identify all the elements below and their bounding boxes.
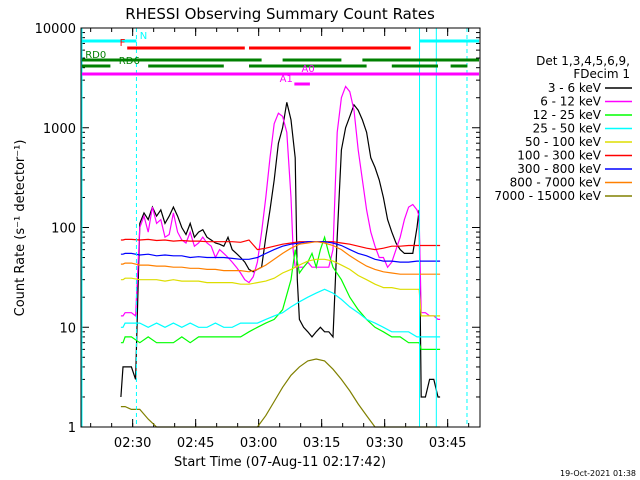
legend-entry-label: 7000 - 15000 keV bbox=[494, 189, 601, 203]
legend-entry-label: 100 - 300 keV bbox=[517, 149, 601, 163]
legend-entry-label: 25 - 50 keV bbox=[533, 122, 602, 136]
x-tick-label: 03:15 bbox=[303, 436, 340, 451]
x-tick-label: 03:00 bbox=[240, 436, 277, 451]
legend-header-line: Det 1,3,4,5,6,9, bbox=[536, 54, 630, 68]
state-label: RD0 bbox=[85, 50, 106, 61]
state-label: A1 bbox=[280, 74, 293, 85]
legend-entry-label: 800 - 7000 keV bbox=[510, 176, 602, 190]
x-tick-label: 02:45 bbox=[177, 436, 214, 451]
y-tick-labels: 1 10 100 1000 10000 bbox=[35, 22, 76, 436]
x-tick-label: 03:45 bbox=[429, 436, 466, 451]
plot-lines bbox=[120, 85, 441, 428]
y-tick-label: 10000 bbox=[35, 22, 76, 37]
state-label: A0 bbox=[302, 64, 315, 75]
series-line bbox=[120, 85, 441, 320]
series-line bbox=[120, 238, 441, 251]
x-tick-labels: 02:30 02:45 03:00 03:15 03:30 03:45 bbox=[114, 436, 466, 451]
series-line bbox=[120, 235, 441, 350]
y-axis-label: Count Rate (s⁻¹ detector⁻¹) bbox=[13, 140, 28, 317]
legend-entry-label: 300 - 800 keV bbox=[517, 162, 601, 176]
legend-entry-label: 12 - 25 keV bbox=[533, 108, 602, 122]
chart-title: RHESSI Observing Summary Count Rates bbox=[125, 5, 435, 23]
y-tick-label: 1 bbox=[68, 421, 76, 436]
plot-frame bbox=[80, 27, 481, 428]
y-tick-label: 1000 bbox=[43, 122, 76, 137]
axis-ticks bbox=[81, 27, 480, 428]
state-label: RD6 bbox=[119, 56, 140, 67]
annotations: N F RD0 RD6 A0 A1 bbox=[81, 28, 479, 427]
x-tick-label: 03:30 bbox=[366, 436, 403, 451]
x-axis-label: Start Time (07-Aug-11 02:17:42) bbox=[174, 455, 386, 470]
y-tick-label: 10 bbox=[59, 321, 76, 336]
x-tick-label: 02:30 bbox=[114, 436, 151, 451]
legend-entry-label: 3 - 6 keV bbox=[548, 81, 602, 95]
y-tick-label: 100 bbox=[51, 222, 76, 237]
series-line bbox=[120, 241, 441, 263]
legend-header-line: FDecim 1 bbox=[573, 67, 630, 81]
series-line bbox=[120, 358, 441, 428]
state-label: N bbox=[140, 31, 147, 42]
legend-entry-label: 6 - 12 keV bbox=[540, 95, 602, 109]
series-line bbox=[120, 258, 441, 317]
series-line bbox=[120, 241, 441, 275]
state-label: F bbox=[120, 38, 126, 49]
series-line bbox=[120, 288, 441, 338]
timestamp: 19-Oct-2021 01:38 bbox=[560, 469, 636, 478]
legend-entry-label: 50 - 100 keV bbox=[525, 135, 602, 149]
series-line bbox=[120, 102, 441, 398]
